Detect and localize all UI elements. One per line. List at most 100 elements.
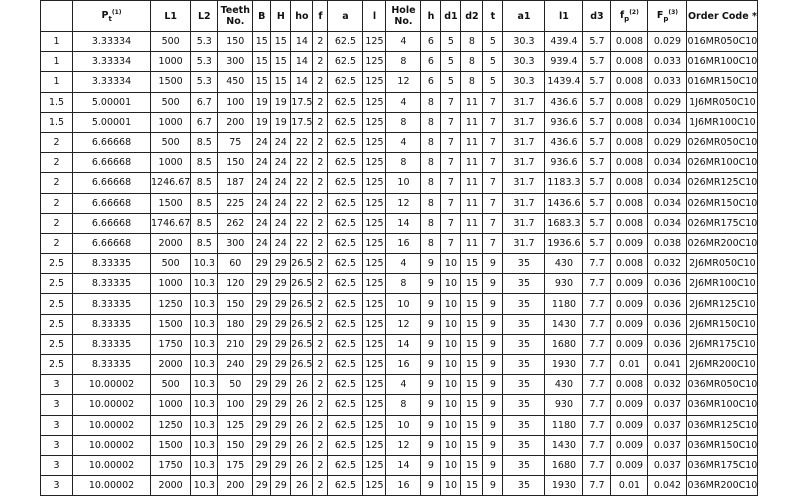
cell-d3: 5.7 (582, 111, 612, 133)
cell-l2: 10.3 (190, 434, 219, 456)
header-label: f (620, 10, 625, 22)
cell-a1: 35 (502, 475, 546, 496)
cell-h: 8 (420, 111, 442, 133)
cell-f: 2 (312, 273, 329, 295)
cell-l2: 8.5 (190, 172, 219, 194)
cell-l1: 1746.67 (149, 212, 192, 234)
cell-ho: 26.5 (290, 273, 314, 295)
cell-d1: 10 (440, 333, 462, 356)
cell-l2: 5.3 (190, 30, 219, 53)
cell-f: 2 (312, 111, 329, 133)
cell-l1: 1000 (149, 51, 192, 73)
cell-l: 125 (362, 313, 387, 335)
cell-a: 62.5 (327, 475, 364, 496)
header-d2: d2 (460, 0, 484, 32)
cell-b: 19 (252, 111, 272, 133)
cell-a: 62.5 (327, 131, 364, 154)
cell-l1: 1000 (149, 273, 192, 295)
cell-ho: 17.5 (290, 91, 314, 113)
cell-h-upper: 29 (270, 293, 292, 315)
header-label: H (276, 10, 285, 22)
table-body: 1 3.33334 500 5.3 150 15 15 14 2 62.5 125 4 6 5 8 5 30.3… (40, 30, 759, 496)
cell-t: 7 (482, 131, 504, 154)
cell-teeth-no: 200 (217, 475, 254, 496)
cell-l1-length: 1930 (544, 353, 584, 376)
cell-b: 24 (252, 172, 272, 194)
cell-h: 9 (420, 353, 442, 376)
cell-fp-upper: 0.029 (647, 30, 688, 53)
cell-order-code: 026MR200C10 (686, 232, 759, 255)
cell-d1: 10 (440, 414, 462, 436)
cell-a: 62.5 (327, 71, 364, 93)
cell-fp-lower: 0.008 (610, 172, 649, 194)
cell-b: 24 (252, 212, 272, 234)
cell-l2: 8.5 (190, 212, 219, 234)
cell-d3: 5.7 (582, 71, 612, 93)
cell-l1: 500 (149, 131, 192, 154)
cell-l2: 8.5 (190, 131, 219, 154)
cell-fp-upper: 0.034 (647, 172, 688, 194)
cell-d1: 10 (440, 454, 462, 477)
cell-pt: 8.33335 (72, 313, 151, 335)
cell-ho: 26 (290, 394, 314, 416)
cell-d1: 10 (440, 475, 462, 496)
cell-order-code: 036MR200C10 (686, 475, 759, 496)
cell-a1: 35 (502, 414, 546, 436)
table-row: 2.5 8.33335 1500 10.3 180 29 29 26.5 2 62.5 125 12 9… (40, 313, 759, 335)
cell-t: 5 (482, 71, 504, 93)
cell-fp-lower: 0.008 (610, 71, 649, 93)
cell-teeth-no: 125 (217, 414, 254, 436)
cell-pt: 10.00002 (72, 394, 151, 416)
cell-pt: 5.00001 (72, 111, 151, 133)
header-label: a1 (517, 10, 531, 22)
cell-t: 7 (482, 152, 504, 174)
cell-order-code: 2J6MR100C10 (686, 273, 759, 295)
table-row: 3 10.00002 1250 10.3 125 29 29 26 2 62.5 125 10 9 10 1… (40, 414, 759, 436)
cell-b: 29 (252, 353, 272, 376)
cell-ho: 26.5 (290, 333, 314, 356)
cell-f: 2 (312, 454, 329, 477)
cell-h: 6 (420, 30, 442, 53)
cell-pt: 5.00001 (72, 91, 151, 113)
header-label: ho (295, 10, 309, 22)
header-subscript: p (624, 15, 630, 24)
cell-l: 125 (362, 232, 387, 255)
cell-l: 125 (362, 131, 387, 154)
cell-hole-no: 8 (385, 51, 422, 73)
cell-pt: 8.33335 (72, 273, 151, 295)
cell-d3: 5.7 (582, 192, 612, 214)
cell-b: 29 (252, 394, 272, 416)
table-row: 2.5 8.33335 1250 10.3 150 29 29 26.5 2 62.5 125 10 9… (40, 293, 759, 315)
cell-module: 2 (40, 131, 73, 154)
header-label: Order Code * (687, 10, 757, 22)
cell-fp-lower: 0.008 (610, 212, 649, 234)
cell-hole-no: 14 (385, 454, 422, 477)
cell-d2: 11 (460, 232, 484, 255)
cell-h-upper: 24 (270, 192, 292, 214)
cell-fp-upper: 0.036 (647, 293, 688, 315)
header-label: L1 (164, 10, 177, 22)
header-footnote-ref: (1) (111, 8, 122, 16)
cell-teeth-no: 75 (217, 131, 254, 154)
cell-fp-upper: 0.029 (647, 91, 688, 113)
cell-h-upper: 29 (270, 253, 292, 275)
cell-a: 62.5 (327, 394, 364, 416)
cell-l2: 10.3 (190, 475, 219, 496)
cell-hole-no: 10 (385, 293, 422, 315)
cell-hole-no: 8 (385, 111, 422, 133)
cell-a: 62.5 (327, 192, 364, 214)
cell-a: 62.5 (327, 172, 364, 194)
cell-d2: 15 (460, 434, 484, 456)
cell-module: 2.5 (40, 353, 73, 376)
cell-l1-length: 1180 (544, 293, 584, 315)
cell-d1: 10 (440, 353, 462, 376)
cell-b: 29 (252, 454, 272, 477)
cell-h-upper: 15 (270, 51, 292, 73)
header-label: t (490, 10, 496, 22)
header-label: d3 (590, 10, 604, 22)
cell-l2: 8.5 (190, 192, 219, 214)
cell-order-code: 2J6MR175C10 (686, 333, 759, 356)
cell-a: 62.5 (327, 273, 364, 295)
cell-pt: 3.33334 (72, 30, 151, 53)
cell-module: 2.5 (40, 253, 73, 275)
